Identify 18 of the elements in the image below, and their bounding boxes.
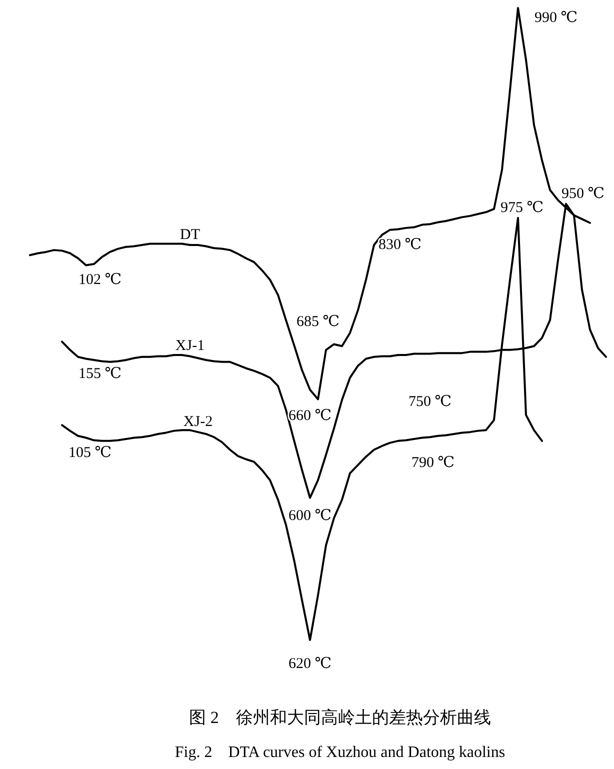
annotation: 830 ℃ <box>378 237 422 253</box>
series-label: XJ-1 <box>175 338 205 354</box>
annotation: 685 ℃ <box>296 314 340 330</box>
annotation: 660 ℃ <box>288 408 332 424</box>
annotation: 790 ℃ <box>411 455 455 471</box>
annotation: 990 ℃ <box>534 10 578 26</box>
annotation: 105 ℃ <box>68 445 112 461</box>
annotation: 155 ℃ <box>78 366 122 382</box>
text: 620 ℃ <box>288 656 332 672</box>
text: 图 2 徐州和大同高岭土的差热分析曲线 <box>189 708 491 727</box>
annotation: 600 ℃ <box>288 508 332 524</box>
annotation: 102 ℃ <box>78 272 122 288</box>
annotation: 750 ℃ <box>408 394 452 410</box>
series-label: XJ-2 <box>183 414 213 430</box>
series-label: DT <box>180 227 200 243</box>
annotation: 975 ℃ <box>500 200 544 216</box>
text: Fig. 2 DTA curves of Xuzhou and Datong kaolins <box>174 744 506 761</box>
annotation: 950 ℃ <box>561 186 605 202</box>
